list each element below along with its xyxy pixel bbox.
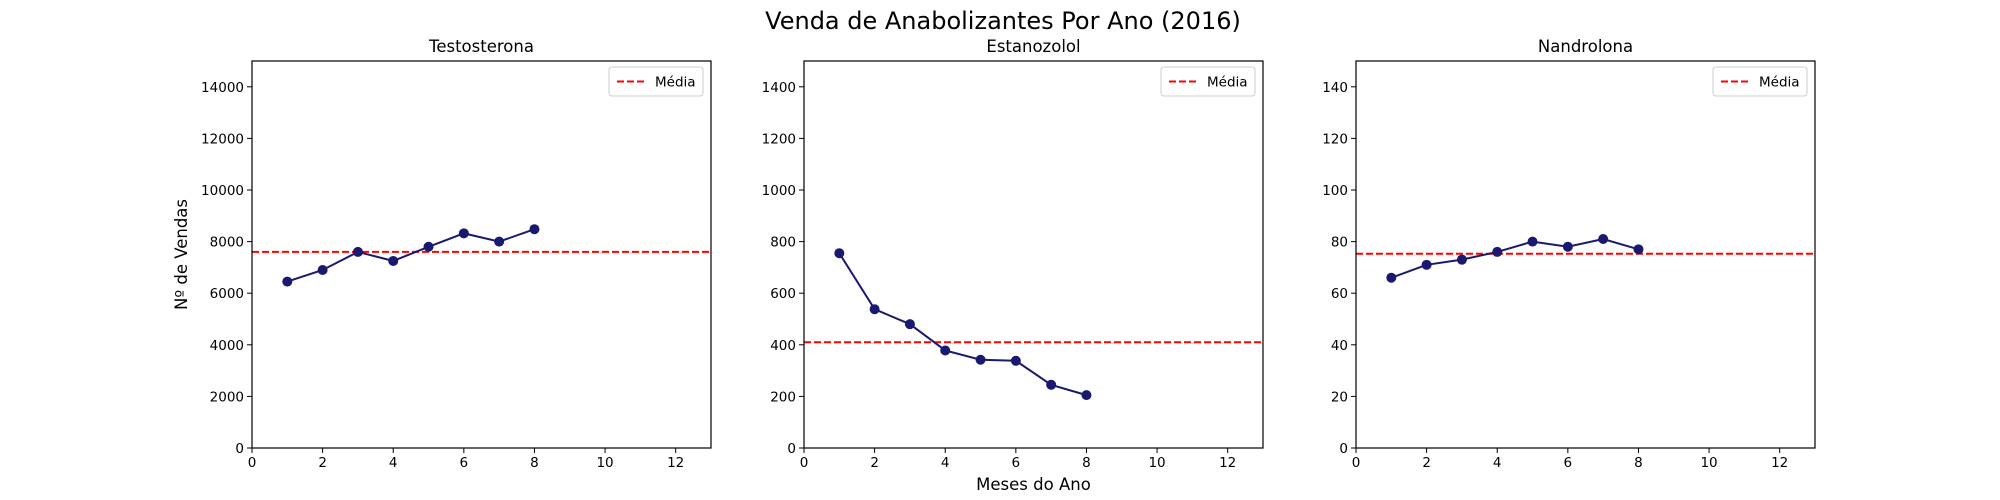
x-tick-label: 8 (1634, 455, 1643, 471)
data-point (1562, 241, 1573, 252)
y-tick-label: 6000 (210, 286, 244, 302)
axes-frame (803, 60, 1264, 449)
y-tick-label: 0 (235, 441, 244, 457)
data-point (529, 224, 540, 235)
legend-mean-label: Média (1759, 75, 1800, 91)
y-tick-label: 8000 (210, 235, 244, 251)
x-tick-label: 0 (1352, 455, 1361, 471)
y-tick-label: 4000 (210, 338, 244, 354)
data-point (1633, 244, 1644, 255)
data-point (458, 228, 469, 239)
legend: Média (1160, 66, 1256, 97)
legend-box (608, 66, 704, 97)
subplot-1: Testosterona 0 2 4 6 8 10 12 0 2000 4000 6000 8000 10… (172, 37, 712, 471)
x-tick-label: 2 (1422, 455, 1431, 471)
y-tick-label: 10000 (201, 183, 244, 199)
data-point (834, 248, 845, 259)
y-axis-label: Nº de Vendas (172, 199, 191, 310)
legend-box (1712, 66, 1808, 97)
y-tick-label: 60 (1331, 286, 1348, 302)
x-axis-label: Meses do Ano (976, 475, 1091, 494)
y-tick-label: 14000 (201, 80, 244, 96)
data-point (352, 246, 363, 257)
x-tick-label: 12 (1771, 455, 1788, 471)
x-tick-label: 0 (800, 455, 809, 471)
legend: Média (1712, 66, 1808, 97)
data-point (1046, 379, 1057, 390)
y-tick-label: 20 (1331, 389, 1348, 405)
legend-mean-label: Média (655, 75, 696, 91)
y-tick-label: 0 (1339, 441, 1348, 457)
x-tick-label: 12 (667, 455, 684, 471)
y-tick-label: 40 (1331, 338, 1348, 354)
data-point (1456, 254, 1467, 265)
x-tick-label: 6 (1564, 455, 1573, 471)
legend: Média (608, 66, 704, 97)
legend-box (1160, 66, 1256, 97)
data-point (1492, 246, 1503, 257)
y-tick-label: 1400 (762, 80, 796, 96)
x-tick-label: 4 (941, 455, 950, 471)
data-point (869, 304, 880, 315)
data-point (1081, 390, 1092, 401)
x-tick-label: 10 (1148, 455, 1165, 471)
x-tick-label: 8 (1082, 455, 1091, 471)
x-tick-label: 12 (1219, 455, 1236, 471)
data-point (423, 241, 434, 252)
figure-title: Venda de Anabolizantes Por Ano (2016) (765, 7, 1241, 35)
y-tick-label: 100 (1322, 183, 1348, 199)
x-tick-label: 2 (870, 455, 879, 471)
data-point (1421, 259, 1432, 270)
x-tick-label: 4 (1493, 455, 1502, 471)
y-tick-label: 200 (770, 389, 796, 405)
y-tick-label: 1000 (762, 183, 796, 199)
y-tick-label: 600 (770, 286, 796, 302)
x-tick-label: 6 (1012, 455, 1021, 471)
x-tick-label: 4 (389, 455, 398, 471)
series-line (1390, 237, 1639, 279)
y-tick-label: 1200 (762, 131, 796, 147)
y-tick-label: 800 (770, 235, 796, 251)
x-tick-label: 10 (596, 455, 613, 471)
data-point (1598, 234, 1609, 245)
data-point (1386, 272, 1397, 283)
series-line (286, 228, 535, 283)
y-tick-label: 12000 (201, 131, 244, 147)
y-tick-label: 120 (1322, 131, 1348, 147)
data-point (1010, 355, 1021, 366)
x-tick-label: 0 (248, 455, 257, 471)
series-line (838, 252, 1087, 397)
data-point (388, 255, 399, 266)
subplot-title: Estanozolol (986, 37, 1080, 56)
y-tick-label: 140 (1322, 80, 1348, 96)
data-point (494, 236, 505, 247)
y-tick-label: 0 (787, 441, 796, 457)
subplot-2: Estanozolol 0 2 4 6 8 10 12 0 200 400 600 800 1000 120… (762, 37, 1264, 494)
data-point (904, 319, 915, 330)
data-point (975, 354, 986, 365)
x-tick-label: 8 (530, 455, 539, 471)
data-point (282, 276, 293, 287)
axes-frame (1355, 60, 1816, 449)
data-point (940, 345, 951, 356)
legend-mean-label: Média (1207, 75, 1248, 91)
data-point (1527, 236, 1538, 247)
data-point (317, 264, 328, 275)
x-tick-label: 6 (460, 455, 469, 471)
y-tick-label: 400 (770, 338, 796, 354)
y-tick-label: 80 (1331, 235, 1348, 251)
y-tick-label: 2000 (210, 389, 244, 405)
subplot-title: Nandrolona (1538, 37, 1633, 56)
x-tick-label: 10 (1700, 455, 1717, 471)
axes-frame (251, 60, 712, 449)
subplot-title: Testosterona (428, 37, 534, 56)
x-tick-label: 2 (318, 455, 327, 471)
